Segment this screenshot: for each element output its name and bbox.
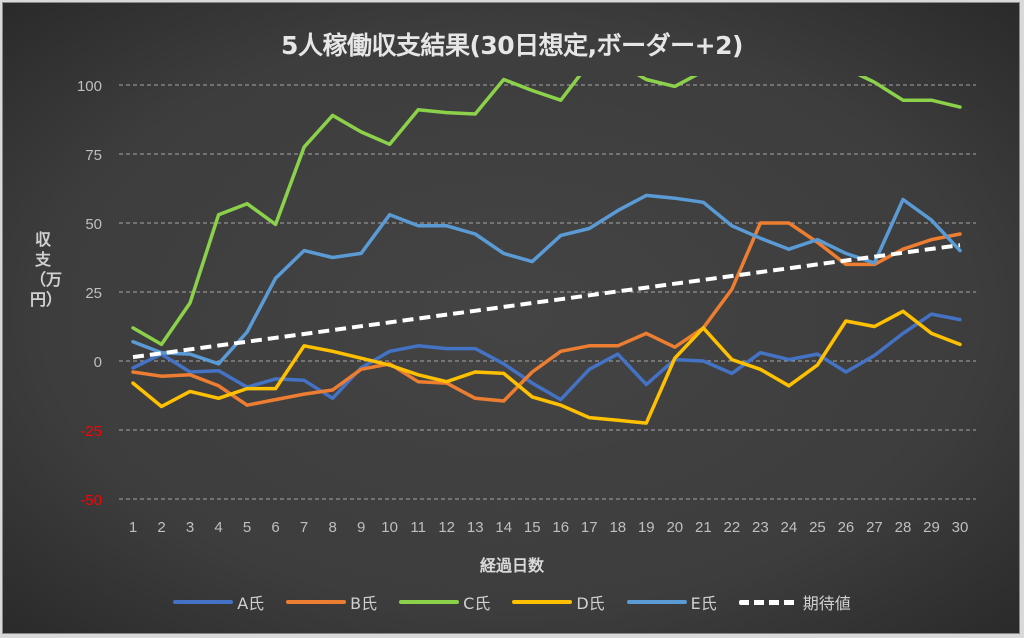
series-line-D氏 xyxy=(131,309,962,425)
legend-label: A氏 xyxy=(237,594,265,613)
y-tick-label: 25 xyxy=(85,285,102,302)
legend-item: A氏 xyxy=(173,590,264,614)
legend-item: B氏 xyxy=(286,590,377,614)
x-tick-label: 16 xyxy=(552,519,569,536)
x-tick-label: 9 xyxy=(357,519,365,536)
chart-title: 5人稼働収支結果(30日想定,ボーダー+2) xyxy=(281,31,743,60)
x-tick-label: 1 xyxy=(129,519,137,536)
legend-swatch xyxy=(738,599,799,605)
legend-item: E氏 xyxy=(626,590,717,614)
series-line-A氏 xyxy=(131,312,962,402)
x-tick-label: 2 xyxy=(157,519,165,536)
x-tick-label: 28 xyxy=(895,519,912,536)
x-tick-label: 17 xyxy=(581,519,598,536)
x-tick-label: 5 xyxy=(243,519,251,536)
x-tick-label: 30 xyxy=(952,519,969,536)
legend-label: C氏 xyxy=(463,594,491,613)
legend-swatch xyxy=(399,600,460,604)
y-tick-label: -50 xyxy=(80,492,102,509)
x-tick-label: 10 xyxy=(381,519,398,536)
legend-swatch xyxy=(626,600,687,604)
legend-swatch xyxy=(286,600,347,604)
y-tick-label: 100 xyxy=(77,78,102,95)
x-tick-label: 12 xyxy=(438,519,455,536)
legend-label: B氏 xyxy=(350,594,378,613)
series-line-期待値 xyxy=(132,243,961,360)
series-line-B氏 xyxy=(131,221,962,407)
legend-swatch xyxy=(512,600,573,604)
y-tick-label: 75 xyxy=(85,147,102,164)
series-line-E氏 xyxy=(131,193,962,366)
x-tick-label: 3 xyxy=(186,519,194,536)
x-tick-label: 22 xyxy=(724,519,741,536)
y-axis-label: 収支（万円） xyxy=(30,230,63,309)
x-tick-label: 7 xyxy=(300,519,308,536)
x-tick-label: 25 xyxy=(809,519,826,536)
x-tick-label: 23 xyxy=(752,519,769,536)
legend-item: C氏 xyxy=(399,590,490,614)
x-tick-label: 26 xyxy=(838,519,855,536)
y-tick-label: 0 xyxy=(94,354,102,371)
x-tick-label: 29 xyxy=(923,519,940,536)
x-axis-label: 経過日数 xyxy=(479,556,544,575)
series-line-C氏 xyxy=(131,76,962,347)
legend-item: 期待値 xyxy=(738,590,851,614)
x-tick-label: 6 xyxy=(271,519,279,536)
x-tick-label: 19 xyxy=(638,519,655,536)
x-tick-label: 4 xyxy=(214,519,222,536)
legend-label: 期待値 xyxy=(802,594,851,613)
legend: A氏 B氏 C氏 D氏 E氏 期待値 xyxy=(0,590,1024,614)
legend-label: D氏 xyxy=(576,594,605,613)
x-tick-label: 13 xyxy=(467,519,484,536)
x-tick-label: 11 xyxy=(410,519,426,536)
x-tick-label: 24 xyxy=(781,519,798,536)
legend-item: D氏 xyxy=(512,590,605,614)
x-tick-label: 27 xyxy=(866,519,883,536)
x-tick-label: 18 xyxy=(609,519,626,536)
legend-label: E氏 xyxy=(690,594,717,613)
y-tick-label: 50 xyxy=(85,216,102,233)
legend-swatch xyxy=(173,600,234,604)
x-tick-label: 20 xyxy=(666,519,683,536)
x-tick-label: 14 xyxy=(495,519,512,536)
y-tick-label: -25 xyxy=(80,423,102,440)
x-tick-label: 21 xyxy=(695,519,712,536)
x-tick-label: 15 xyxy=(524,519,541,536)
x-tick-label: 8 xyxy=(328,519,336,536)
